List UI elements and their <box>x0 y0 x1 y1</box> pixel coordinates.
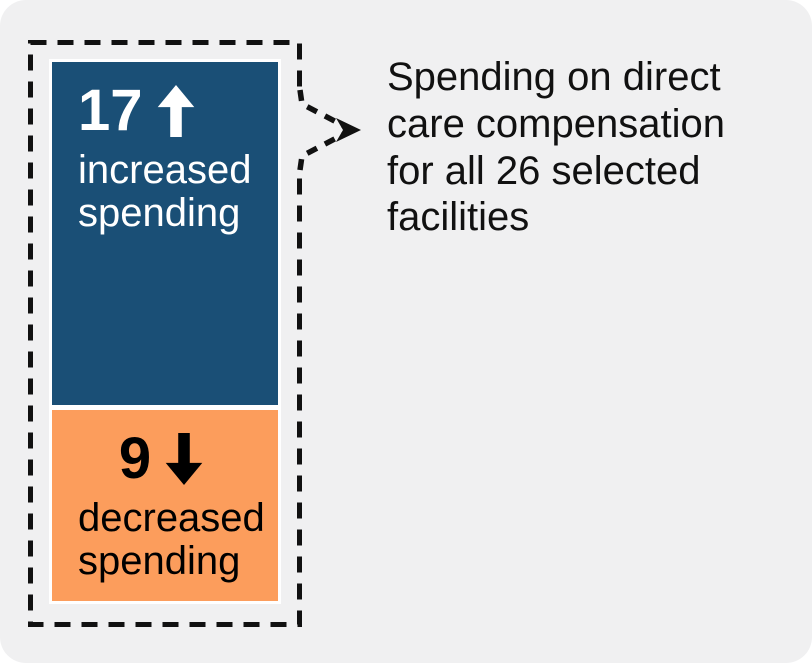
annotation-line: facilities <box>387 195 530 240</box>
increased-count-row: 17 <box>78 82 270 140</box>
increased-count: 17 <box>78 78 143 143</box>
bar-segment-increased-spending: 17 increased spending <box>52 62 278 405</box>
down-arrow-icon <box>165 433 203 485</box>
annotation-text: Spending on direct care compensation for… <box>387 54 797 241</box>
decreased-count-row: 9 <box>78 430 270 488</box>
up-arrow-icon <box>157 85 194 137</box>
annotation-line: care compensation <box>387 101 725 146</box>
decreased-label: decreased spending <box>78 496 265 584</box>
annotation-line: Spending on direct <box>387 55 721 99</box>
increased-label: increased spending <box>78 148 252 236</box>
stacked-bar: 17 increased spending 9 decreased spendi… <box>49 59 281 604</box>
annotation-line: for all 26 selected <box>387 148 701 193</box>
decreased-count: 9 <box>118 426 152 491</box>
bar-segment-decreased-spending: 9 decreased spending <box>52 410 278 601</box>
